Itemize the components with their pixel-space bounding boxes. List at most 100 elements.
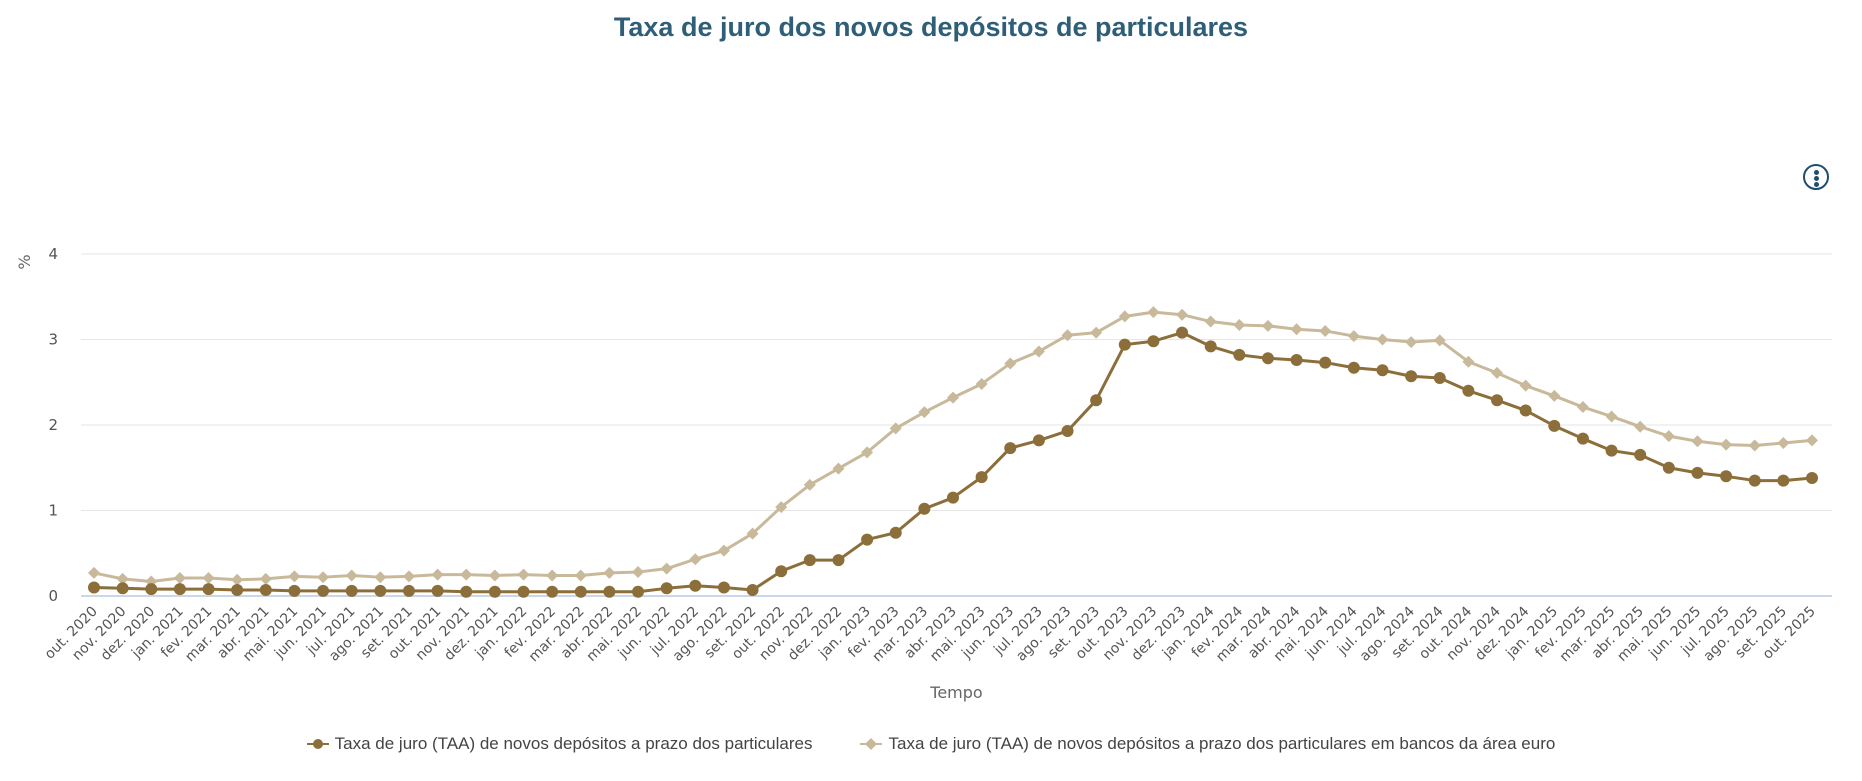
data-point[interactable] [746, 527, 759, 540]
data-point[interactable] [975, 377, 988, 390]
data-point[interactable] [1720, 438, 1733, 451]
data-point[interactable] [1462, 355, 1475, 368]
data-point[interactable] [1319, 356, 1332, 369]
data-point[interactable] [1061, 424, 1074, 437]
data-point[interactable] [1147, 306, 1160, 319]
data-point[interactable] [1004, 357, 1017, 370]
data-point[interactable] [1662, 461, 1675, 474]
data-point[interactable] [1204, 340, 1217, 353]
data-point[interactable] [947, 391, 959, 404]
data-point[interactable] [1061, 329, 1074, 342]
data-point[interactable] [1519, 404, 1532, 417]
data-point[interactable] [116, 572, 129, 585]
data-point[interactable] [660, 562, 673, 575]
data-point[interactable] [1405, 370, 1418, 383]
data-point[interactable] [1376, 333, 1389, 346]
data-point[interactable] [1405, 336, 1418, 349]
data-point[interactable] [717, 581, 730, 594]
data-point[interactable] [689, 579, 702, 592]
data-point[interactable] [1176, 326, 1189, 339]
legend-item-pt[interactable]: Taxa de juro (TAA) de novos depósitos a … [306, 734, 812, 754]
data-point[interactable] [1662, 430, 1675, 443]
data-point[interactable] [603, 566, 616, 579]
data-point[interactable] [1261, 352, 1274, 365]
data-point[interactable] [488, 585, 501, 598]
data-point[interactable] [1491, 366, 1504, 379]
data-point[interactable] [231, 584, 244, 597]
data-point[interactable] [632, 585, 645, 598]
data-point[interactable] [803, 554, 816, 567]
data-point[interactable] [803, 478, 816, 491]
data-point[interactable] [402, 584, 415, 597]
data-point[interactable] [1548, 419, 1561, 432]
data-point[interactable] [717, 544, 730, 557]
data-point[interactable] [861, 446, 874, 459]
data-point[interactable] [1004, 442, 1017, 455]
data-point[interactable] [1233, 348, 1246, 361]
data-point[interactable] [374, 584, 387, 597]
data-point[interactable] [947, 491, 959, 504]
data-point[interactable] [345, 569, 358, 582]
data-point[interactable] [88, 566, 100, 579]
data-point[interactable] [1204, 315, 1217, 328]
data-point[interactable] [317, 571, 330, 584]
data-point[interactable] [288, 584, 301, 597]
data-point[interactable] [1576, 401, 1589, 414]
data-point[interactable] [832, 462, 845, 475]
data-point[interactable] [202, 572, 215, 585]
data-point[interactable] [1290, 354, 1303, 367]
data-point[interactable] [1176, 308, 1189, 321]
data-point[interactable] [1605, 410, 1618, 423]
data-point[interactable] [1032, 434, 1045, 447]
data-point[interactable] [517, 568, 530, 581]
data-point[interactable] [288, 570, 301, 583]
data-point[interactable] [1519, 379, 1532, 392]
data-point[interactable] [889, 422, 902, 435]
data-point[interactable] [517, 585, 530, 598]
data-point[interactable] [1605, 444, 1618, 457]
data-point[interactable] [861, 533, 874, 546]
data-point[interactable] [1347, 361, 1360, 374]
data-point[interactable] [88, 581, 100, 594]
data-point[interactable] [1491, 394, 1504, 407]
data-point[interactable] [231, 573, 244, 586]
data-point[interactable] [402, 570, 415, 583]
data-point[interactable] [1634, 448, 1647, 461]
data-point[interactable] [259, 572, 272, 585]
data-point[interactable] [1290, 323, 1303, 336]
data-point[interactable] [1433, 371, 1446, 384]
data-point[interactable] [1433, 334, 1446, 347]
data-point[interactable] [1090, 394, 1103, 407]
data-point[interactable] [1777, 436, 1790, 449]
data-point[interactable] [1576, 432, 1589, 445]
data-point[interactable] [918, 502, 931, 515]
data-point[interactable] [1748, 439, 1761, 452]
data-point[interactable] [574, 585, 587, 598]
legend-item-euro[interactable]: Taxa de juro (TAA) de novos depósitos a … [860, 734, 1555, 754]
data-point[interactable] [1634, 420, 1647, 433]
data-point[interactable] [317, 584, 330, 597]
data-point[interactable] [345, 584, 358, 597]
data-point[interactable] [1748, 474, 1761, 487]
more-vertical-icon[interactable] [1803, 164, 1829, 190]
data-point[interactable] [116, 582, 129, 595]
data-point[interactable] [660, 582, 673, 595]
data-point[interactable] [202, 583, 215, 596]
data-point[interactable] [145, 583, 158, 596]
data-point[interactable] [1090, 326, 1103, 339]
data-point[interactable] [775, 501, 788, 514]
data-point[interactable] [1806, 434, 1818, 447]
data-point[interactable] [574, 569, 587, 582]
data-point[interactable] [603, 585, 616, 598]
data-point[interactable] [1261, 319, 1274, 332]
data-point[interactable] [1691, 466, 1704, 479]
data-point[interactable] [431, 584, 444, 597]
data-point[interactable] [1376, 364, 1389, 377]
data-point[interactable] [746, 584, 759, 597]
data-point[interactable] [1548, 389, 1561, 402]
data-point[interactable] [1032, 345, 1045, 358]
data-point[interactable] [775, 565, 788, 578]
data-point[interactable] [173, 583, 186, 596]
data-point[interactable] [1319, 324, 1332, 337]
data-point[interactable] [1118, 310, 1131, 323]
